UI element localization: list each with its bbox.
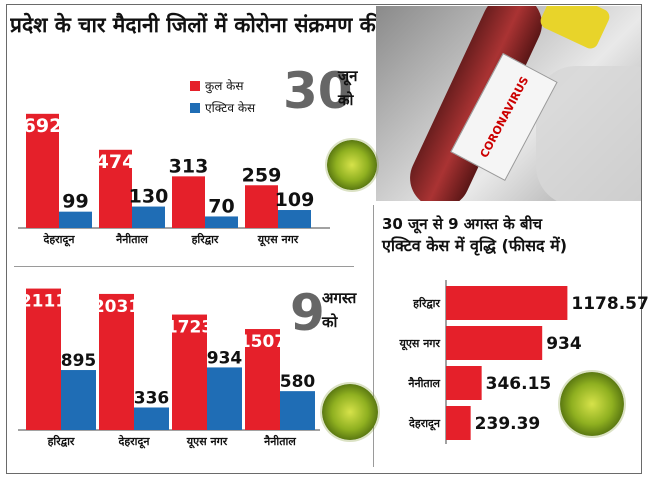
growth-title-line1: 30 जून से 9 अगस्त के बीच xyxy=(382,215,543,233)
category-label: देहरादून xyxy=(43,232,76,247)
category-label: यूएस नगर xyxy=(398,337,440,351)
data-label-growth: 346.15 xyxy=(486,374,552,394)
data-label-active: 895 xyxy=(61,351,97,371)
data-label-active: 99 xyxy=(62,191,88,213)
data-label-active: 580 xyxy=(280,372,316,392)
bar-active xyxy=(134,407,169,430)
data-label-total: 313 xyxy=(169,155,209,177)
bar-total xyxy=(172,176,205,228)
category-label: देहरादून xyxy=(118,434,151,449)
bar-active xyxy=(132,206,165,228)
legend-active-label: एक्टिव केस xyxy=(205,101,256,115)
bar-total xyxy=(26,113,59,228)
virus-icon xyxy=(322,384,378,440)
bar-active xyxy=(280,391,315,430)
data-label-growth: 934 xyxy=(546,334,582,354)
data-label-total: 1723 xyxy=(166,318,213,338)
virus-icon xyxy=(327,140,377,190)
date2-day: 9 xyxy=(290,284,325,342)
bar-growth xyxy=(446,326,543,360)
bar-total xyxy=(245,329,280,430)
category-label: यूएस नगर xyxy=(257,233,299,247)
growth-title-line2: एक्टिव केस में वृद्धि (फीसद में) xyxy=(382,236,568,255)
date1-day: 30 xyxy=(283,62,353,120)
bar-active xyxy=(278,210,311,228)
legend-total-swatch xyxy=(190,80,200,91)
date1-suffix: को xyxy=(338,91,354,109)
category-label: नैनीताल xyxy=(115,232,148,246)
data-label-total: 1507 xyxy=(239,332,286,352)
category-label: देहरादून xyxy=(408,416,441,431)
bar-growth xyxy=(446,366,482,400)
bar-total xyxy=(172,314,207,430)
data-label-total: 692 xyxy=(23,115,63,137)
bar-total xyxy=(245,185,278,228)
category-label: हरिद्वार xyxy=(191,232,219,246)
panel-divider-horizontal xyxy=(14,266,354,267)
category-label: नैनीताल xyxy=(263,434,296,448)
panel-divider-vertical xyxy=(373,205,374,467)
data-label-active: 109 xyxy=(275,189,315,211)
data-label-active: 934 xyxy=(207,348,243,368)
data-label-total: 474 xyxy=(96,151,136,173)
bar-active xyxy=(207,367,242,430)
bar-total xyxy=(99,293,134,430)
legend-active-swatch xyxy=(190,102,200,113)
data-label-total: 259 xyxy=(242,164,282,186)
headline: प्रदेश के चार मैदानी जिलों में कोरोना सं… xyxy=(10,13,390,37)
category-label: यूएस नगर xyxy=(186,435,228,449)
legend-active: एक्टिव केस xyxy=(190,99,255,116)
category-label: हरिद्वार xyxy=(412,296,440,310)
category-label: नैनीताल xyxy=(407,376,440,390)
legend-total-label: कुल केस xyxy=(205,79,244,93)
bar-active xyxy=(205,216,238,228)
date2-suffix: को xyxy=(322,313,338,331)
coronavirus-photo: CORONAVIRUS xyxy=(376,6,641,201)
bar-active xyxy=(59,211,92,228)
bar-total xyxy=(99,149,132,228)
bar-growth xyxy=(446,406,471,440)
date1-month: जून xyxy=(338,67,358,85)
data-label-total: 2111 xyxy=(20,292,67,312)
data-label-growth: 239.39 xyxy=(475,414,541,434)
data-label-active: 336 xyxy=(134,388,170,408)
date2-month: अगस्त xyxy=(322,289,357,307)
data-label-active: 70 xyxy=(208,195,234,217)
legend-total: कुल केस xyxy=(190,77,244,94)
data-label-growth: 1178.57 xyxy=(571,294,648,314)
virus-icon xyxy=(560,372,624,436)
bar-active xyxy=(61,370,96,430)
data-label-active: 130 xyxy=(129,186,169,208)
bar-total xyxy=(26,288,61,430)
data-label-total: 2031 xyxy=(93,297,140,317)
category-label: हरिद्वार xyxy=(47,434,75,448)
bar-growth xyxy=(446,286,568,320)
